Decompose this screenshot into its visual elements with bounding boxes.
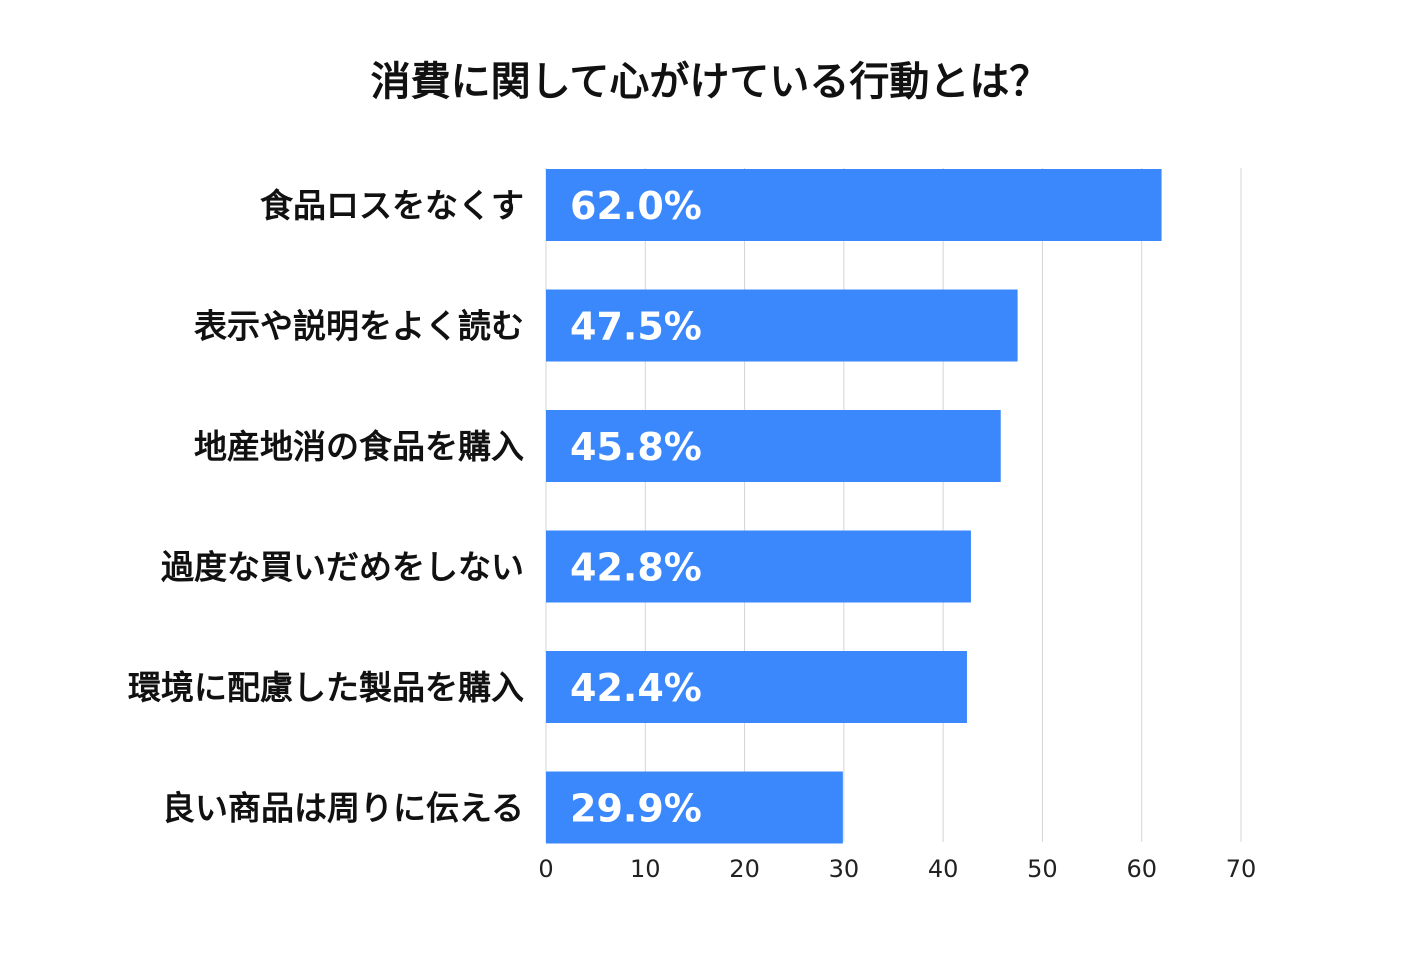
category-label-4: 過度な買いだめをしない	[161, 548, 524, 587]
bar-4	[546, 530, 971, 603]
bar-data-label-6: 29.9%	[570, 787, 702, 831]
category-label-2: 表示や説明をよく読む	[194, 307, 524, 346]
category-label-3: 地産地消の食品を購入	[194, 427, 524, 466]
bar-data-label-3: 45.8%	[570, 425, 702, 469]
bar-data-label-2: 47.5%	[570, 305, 702, 349]
bar-data-label-5: 42.4%	[570, 666, 702, 710]
x-axis-ticks: 0 10 20 30 40 50 60 70	[538, 855, 1256, 883]
bar-2	[546, 289, 1018, 362]
x-tick-label-10: 10	[630, 855, 661, 883]
category-label-1: 食品ロスをなくす	[260, 186, 524, 225]
chart-title: 消費に関して心がけている行動とは？	[370, 59, 1050, 105]
category-label-6: 良い商品は周りに伝える	[162, 789, 524, 828]
bar-layer: 62.0% 47.5% 45.8% 42.8% 42.4% 29.9%	[546, 169, 1162, 844]
bar-data-label-4: 42.8%	[570, 546, 702, 590]
x-tick-label-30: 30	[829, 855, 860, 883]
bar-3	[546, 410, 1001, 482]
x-tick-label-70: 70	[1226, 855, 1257, 883]
x-tick-label-60: 60	[1126, 855, 1157, 883]
x-tick-label-0: 0	[538, 855, 553, 883]
grid-layer	[545, 168, 1242, 842]
x-tick-label-20: 20	[729, 855, 760, 883]
category-label-5: 環境に配慮した製品を購入	[128, 668, 524, 707]
x-tick-label-50: 50	[1027, 855, 1058, 883]
bar-5	[546, 651, 967, 723]
category-labels: 食品ロスをなくす表示や説明をよく読む地産地消の食品を購入過度な買いだめをしない環…	[128, 186, 524, 828]
bar-6	[546, 771, 843, 844]
bar-1	[546, 169, 1162, 241]
bar-data-label-1: 62.0%	[570, 184, 702, 228]
x-tick-label-40: 40	[928, 855, 959, 883]
